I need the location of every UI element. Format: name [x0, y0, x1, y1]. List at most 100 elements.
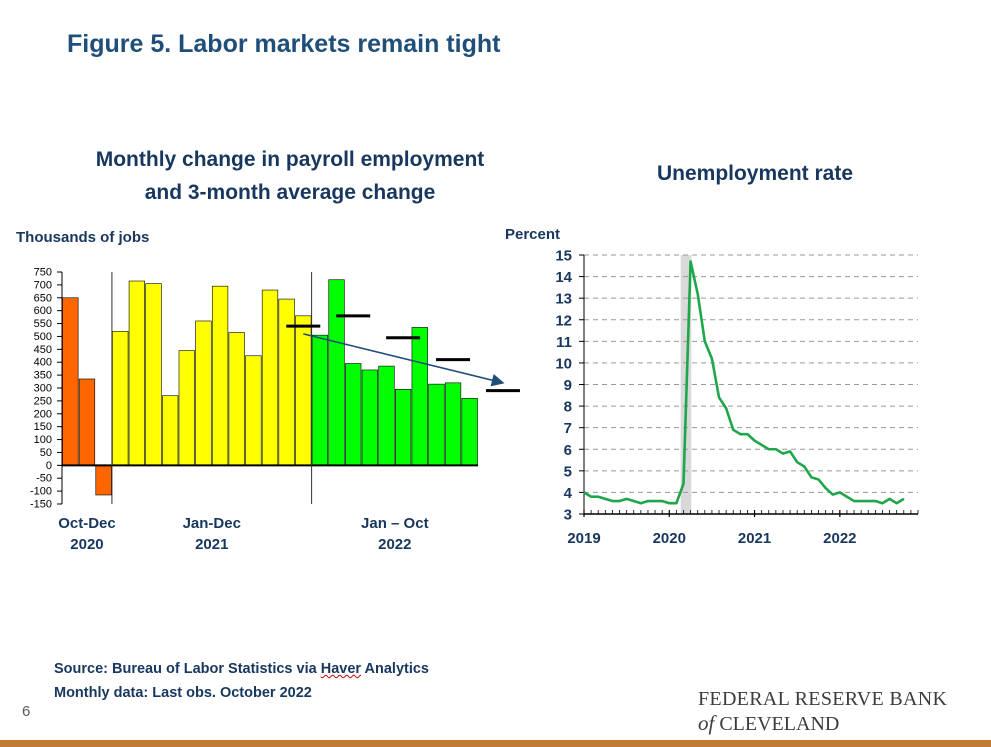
unemployment-data-point	[597, 496, 599, 498]
payroll-y-tick-label: 650	[34, 292, 52, 304]
unemployment-data-point	[903, 498, 905, 500]
unemployment-data-point	[761, 444, 763, 446]
unemployment-data-point	[732, 429, 734, 431]
unemployment-data-point	[746, 433, 749, 435]
unemployment-data-point	[874, 500, 876, 502]
payroll-y-tick-label: 150	[34, 421, 52, 433]
unemployment-y-tick-label: 4	[564, 485, 573, 502]
payroll-y-tick-label: 400	[34, 357, 52, 369]
unemployment-y-tick-label: 13	[555, 291, 572, 308]
logo-of: of	[698, 711, 715, 735]
unemployment-data-point	[796, 461, 798, 463]
source-prefix: Source: Bureau of Labor Statistics via	[54, 661, 321, 677]
payroll-y-tick-label: 600	[34, 305, 52, 317]
unemployment-data-point	[711, 358, 713, 360]
unemployment-y-tick-label: 3	[564, 507, 572, 524]
unemployment-data-point	[626, 498, 628, 500]
unemployment-y-tick-label: 11	[556, 334, 572, 351]
unemployment-y-tick-label: 10	[555, 355, 572, 372]
unemployment-data-point	[675, 502, 677, 504]
page-number: 6	[22, 703, 31, 720]
unemployment-data-point	[810, 476, 813, 478]
slide-title: Figure 5. Labor markets remain tight	[67, 30, 501, 58]
unemployment-data-point	[654, 500, 656, 502]
payroll-y-tick-label: 700	[34, 279, 52, 291]
unemployment-data-point	[661, 500, 663, 502]
unemployment-y-tick-label: 12	[555, 312, 572, 329]
unemployment-data-point	[825, 487, 827, 489]
payroll-x-label-year: 2020	[70, 536, 103, 553]
payroll-y-tick-label: 0	[46, 460, 52, 472]
logo-line2: of CLEVELAND	[698, 711, 839, 736]
unemployment-data-point	[739, 433, 741, 435]
unemployment-y-tick-label: 6	[564, 442, 572, 459]
unemployment-y-tick-label: 14	[555, 269, 572, 286]
unemployment-data-point	[604, 498, 606, 500]
unemployment-data-point	[846, 496, 848, 498]
payroll-y-tick-label: 200	[34, 408, 52, 420]
unemployment-data-point	[789, 450, 791, 453]
logo-cleveland: CLEVELAND	[719, 713, 840, 735]
payroll-x-label-period: Oct-Dec	[58, 515, 116, 532]
payroll-chart-title: Monthly change in payroll employment and…	[60, 143, 520, 209]
unemployment-y-axis-label: Percent	[505, 226, 561, 243]
source-note: Source: Bureau of Labor Statistics via H…	[54, 661, 429, 677]
payroll-y-tick-label: 750	[34, 267, 52, 279]
unemployment-x-tick-label: 2022	[823, 530, 856, 547]
unemployment-data-point	[768, 448, 770, 450]
unemployment-data-point	[682, 483, 685, 485]
unemployment-data-point	[590, 496, 592, 498]
unemployment-data-point	[753, 440, 756, 442]
payroll-x-label-year: 2021	[195, 536, 228, 553]
unemployment-y-tick-label: 7	[564, 420, 572, 437]
unemployment-data-point	[718, 396, 720, 399]
unemployment-x-tick-label: 2021	[738, 530, 771, 547]
unemployment-y-tick-label: 5	[564, 463, 572, 480]
unemployment-chart-title: Unemployment rate	[656, 162, 854, 185]
unemployment-data-point	[853, 500, 855, 502]
payroll-y-tick-label: 250	[34, 395, 52, 407]
payroll-y-tick-label: -50	[36, 473, 52, 485]
unemployment-rate-line	[583, 260, 905, 505]
source-haver: Haver	[320, 661, 362, 677]
unemployment-data-point	[839, 491, 841, 494]
unemployment-data-point	[583, 491, 585, 494]
unemployment-y-tick-label: 15	[555, 248, 572, 265]
payroll-y-tick-label: 550	[34, 318, 52, 330]
unemployment-data-point	[896, 502, 898, 504]
unemployment-y-tick-label: 9	[564, 377, 572, 394]
payroll-y-tick-label: 350	[34, 370, 52, 382]
payroll-y-tick-label: 50	[40, 447, 52, 459]
logo-line1: FEDERAL RESERVE BANK	[698, 688, 948, 710]
unemployment-data-point	[640, 502, 642, 504]
source-suffix: Analytics	[361, 661, 429, 677]
unemployment-data-point	[704, 340, 706, 342]
unemployment-y-tick-label: 8	[564, 399, 572, 416]
payroll-y-tick-label: -150	[30, 499, 52, 511]
unemployment-data-point	[860, 500, 862, 502]
payroll-x-label-period: Jan-Dec	[183, 515, 241, 532]
payroll-chart-title-line1: Monthly change in payroll employment	[95, 148, 485, 171]
payroll-y-tick-label: -100	[30, 486, 52, 498]
unemployment-x-tick-label: 2019	[567, 530, 600, 547]
unemployment-data-point	[867, 500, 869, 502]
payroll-y-axis-label: Thousands of jobs	[16, 229, 150, 246]
payroll-trend-arrow	[303, 333, 505, 387]
payroll-x-label-period: Jan – Oct	[361, 515, 429, 532]
unemployment-data-point	[775, 448, 777, 450]
data-note: Monthly data: Last obs. October 2022	[54, 685, 312, 701]
unemployment-data-point	[618, 500, 621, 502]
payroll-y-tick-label: 450	[34, 344, 52, 356]
unemployment-data-point	[697, 293, 699, 295]
unemployment-data-point	[725, 407, 727, 409]
unemployment-data-point	[817, 478, 820, 481]
bottom-accent-bar	[0, 740, 991, 747]
payroll-y-tick-label: 300	[34, 383, 52, 395]
unemployment-x-tick-label: 2020	[653, 530, 686, 547]
unemployment-data-point	[689, 260, 692, 263]
unemployment-data-point	[611, 500, 614, 502]
payroll-x-label-year: 2022	[378, 536, 411, 553]
payroll-y-tick-label: 100	[34, 434, 52, 446]
